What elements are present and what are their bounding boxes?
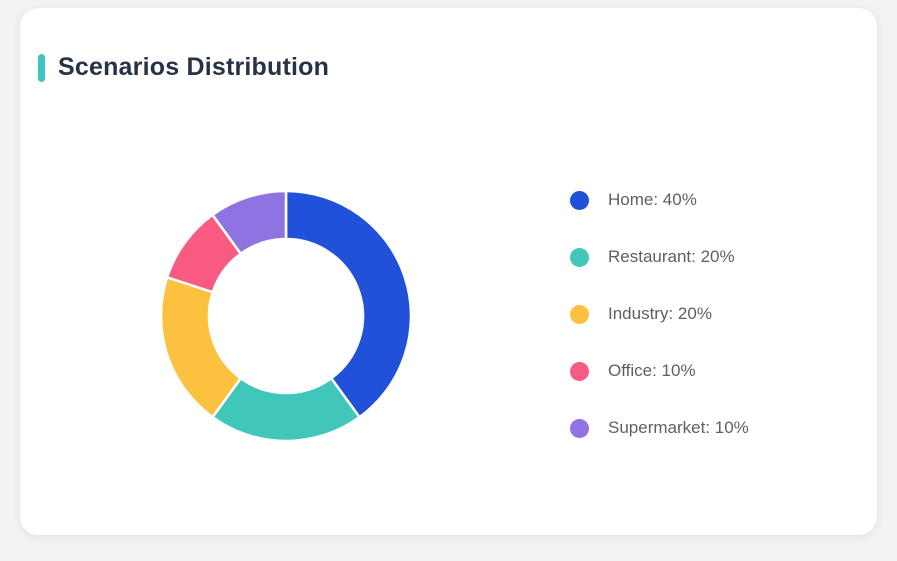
legend: Home: 40% Restaurant: 20% Industry: 20% Off… [570, 188, 749, 440]
legend-item-supermarket[interactable]: Supermarket: 10% [570, 416, 749, 440]
legend-dot-office [570, 361, 589, 381]
pie-slice-supermarket[interactable] [211, 189, 288, 255]
card-header: Scenarios Distribution [38, 53, 329, 82]
legend-label: Supermarket: 10% [608, 418, 749, 437]
scenarios-distribution-card: Scenarios Distribution Home: 40% Restaura… [20, 8, 877, 535]
donut-chart [159, 189, 413, 443]
legend-item-home[interactable]: Home: 40% [570, 188, 749, 212]
legend-item-office[interactable]: Office: 10% [570, 359, 749, 383]
legend-item-industry[interactable]: Industry: 20% [570, 302, 749, 326]
legend-label: Industry: 20% [608, 304, 712, 323]
page-title: Scenarios Distribution [58, 53, 330, 81]
title-accent-bar [38, 53, 45, 82]
pie-slice-industry[interactable] [159, 276, 242, 419]
donut-chart-container [156, 186, 416, 446]
pie-slice-home[interactable] [284, 189, 413, 419]
legend-label: Restaurant: 20% [608, 247, 735, 266]
legend-dot-home [570, 190, 589, 210]
legend-dot-restaurant [570, 247, 589, 267]
legend-label: Home: 40% [608, 190, 697, 209]
legend-dot-supermarket [570, 418, 589, 438]
legend-label: Office: 10% [608, 361, 696, 380]
legend-item-restaurant[interactable]: Restaurant: 20% [570, 245, 749, 269]
legend-dot-industry [570, 304, 589, 324]
